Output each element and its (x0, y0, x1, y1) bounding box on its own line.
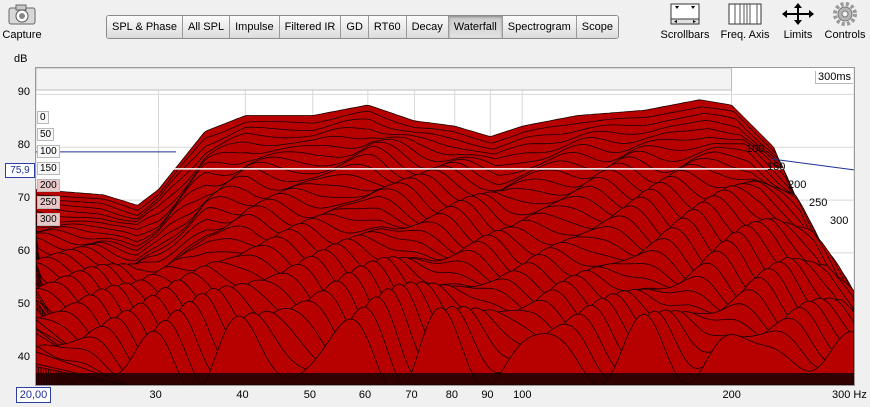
y-tick-label: 90 (17, 86, 30, 99)
y-tick-label: 60 (17, 244, 30, 257)
freq-axis-label: Freq. Axis (720, 29, 770, 41)
cursor-level-readout[interactable]: 75,9 (5, 163, 35, 178)
x-tick-label: 50 (303, 389, 317, 401)
controls-button[interactable]: Controls (823, 2, 867, 41)
x-tick-label: 60 (358, 389, 372, 401)
camera-icon (8, 4, 36, 25)
tab-filtered-ir[interactable]: Filtered IR (279, 16, 342, 38)
tab-decay[interactable]: Decay (406, 16, 449, 38)
tab-gd[interactable]: GD (341, 16, 369, 38)
scrollbars-label: Scrollbars (660, 29, 710, 41)
waterfall-slice (36, 307, 854, 385)
waterfall-plot[interactable]: 300ms (35, 67, 855, 386)
waterfall-back-frame (36, 68, 733, 91)
scrollbars-button[interactable]: Scrollbars (659, 2, 711, 41)
time-slice-label-right: 250 (809, 197, 828, 209)
waterfall-graph (36, 68, 854, 385)
tab-all-spl[interactable]: All SPL (183, 16, 231, 38)
limits-button[interactable]: Limits (776, 2, 820, 41)
cursor-right-line (770, 158, 854, 171)
x-tick-label: 90 (481, 389, 494, 401)
time-slice-label: 250 (37, 196, 60, 209)
gear-icon (833, 2, 857, 26)
tab-impulse[interactable]: Impulse (230, 16, 280, 38)
time-slice-label: 200 (37, 179, 60, 192)
x-tick-label: 200 (722, 389, 741, 401)
toolbar: Capture SPL & Phase All SPL Impulse Filtere… (0, 0, 870, 52)
x-tick-label: 80 (445, 389, 458, 401)
y-tick-label: 50 (17, 297, 30, 310)
capture-label: Capture (2, 29, 42, 41)
time-slice-label-right: 150 (767, 161, 786, 173)
tab-spectrogram[interactable]: Spectrogram (502, 16, 577, 38)
x-end-label: 300 Hz (832, 389, 867, 401)
time-slice-label: 300 (37, 213, 60, 226)
time-slice-label: 150 (37, 162, 60, 175)
freq-axis-button[interactable]: Freq. Axis (719, 2, 771, 41)
time-slice-label-right: 100 (746, 143, 765, 155)
x-tick-label: 100 (513, 389, 532, 401)
freq-axis-icon (728, 3, 762, 25)
tab-scope[interactable]: Scope (576, 16, 618, 38)
y-tick-label: 70 (17, 192, 30, 205)
time-slice-label: 50 (37, 128, 55, 141)
time-slice-label-right: 300 (830, 215, 849, 227)
graph-tabs: SPL & Phase All SPL Impulse Filtered IR GD RT… (106, 15, 619, 39)
x-tick-label: 70 (405, 389, 418, 401)
time-slice-label: 100 (37, 145, 60, 158)
tab-spl-phase[interactable]: SPL & Phase (107, 16, 184, 38)
y-tick-label: 40 (17, 350, 30, 363)
waterfall-floor (36, 373, 854, 385)
scrollbars-icon (670, 3, 700, 25)
y-unit-label: dB (14, 53, 28, 65)
tab-waterfall[interactable]: Waterfall (448, 16, 503, 38)
time-slice-label-right: 200 (788, 179, 807, 191)
y-tick-label: 80 (17, 139, 30, 152)
controls-label: Controls (824, 29, 866, 41)
waterfall-slices (36, 99, 854, 385)
x-tick-label: 30 (149, 389, 162, 401)
time-span-label: 300ms (815, 71, 854, 84)
x-start-value-field[interactable]: 20,00 (16, 387, 51, 403)
limits-label: Limits (783, 29, 813, 41)
tab-rt60[interactable]: RT60 (368, 16, 407, 38)
time-slice-label: 0 (37, 111, 49, 124)
x-tick-label: 40 (236, 389, 249, 401)
limits-arrows-icon (782, 3, 814, 25)
capture-button[interactable]: Capture (2, 2, 42, 41)
